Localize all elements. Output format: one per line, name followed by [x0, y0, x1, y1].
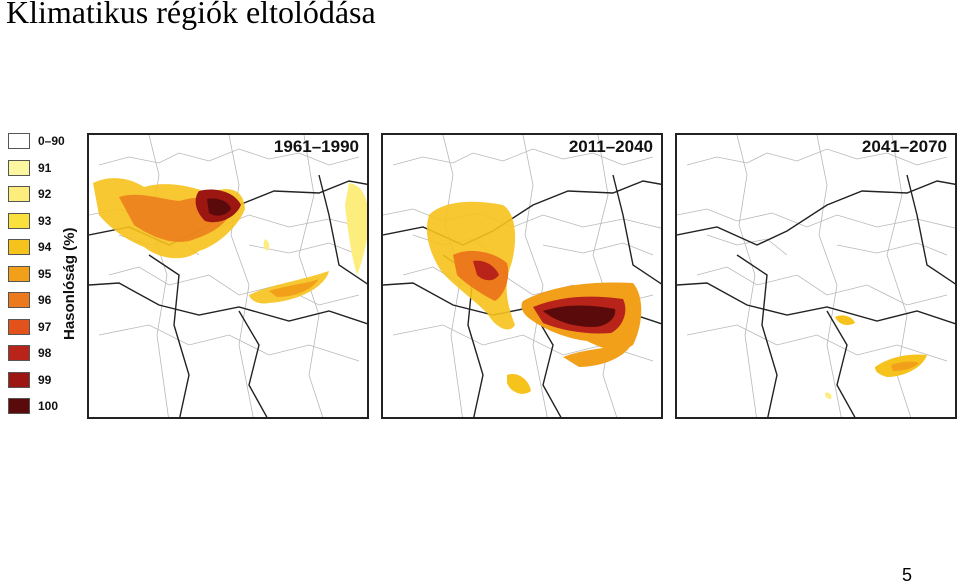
legend-swatch: [8, 265, 30, 282]
legend-swatch: [8, 292, 30, 308]
slide-title: Klimatikus régiók eltolódása: [6, 0, 376, 30]
legend-label: 96: [38, 293, 52, 307]
similarity-zones: [825, 315, 927, 399]
legend-swatch: [8, 398, 30, 414]
legend-label: 98: [38, 346, 52, 360]
legend-item: 99: [8, 371, 68, 390]
legend-label: 93: [38, 213, 52, 228]
legend-item: 96: [8, 292, 68, 310]
legend-label: 94: [38, 240, 52, 254]
map-panel-1961-1990: 1961–1990: [87, 133, 369, 419]
legend-label: 0–90: [38, 134, 65, 148]
map-2011-2040: [383, 135, 661, 417]
map-1961-1990: [89, 135, 367, 417]
legend-swatch: [8, 212, 30, 229]
period-label: 2041–2070: [861, 137, 947, 156]
legend-swatch: [8, 133, 30, 149]
legend-item: 92: [8, 186, 68, 204]
page-number: 5: [901, 565, 912, 585]
legend-axis-label: Hasonlóság (%): [61, 227, 78, 340]
legend-label: 100: [38, 399, 59, 413]
legend-swatch: [8, 239, 30, 255]
period-label: 1961–1990: [273, 137, 359, 156]
legend-label: 91: [38, 160, 52, 175]
legend-swatch: [8, 345, 30, 361]
period-label: 2011–2040: [568, 137, 653, 156]
map-panel-2011-2040: 2011–2040: [381, 133, 663, 419]
legend-label: 99: [38, 372, 52, 387]
legend-item: 95: [8, 265, 68, 284]
legend-swatch: [8, 186, 30, 202]
legend-label: 97: [38, 319, 52, 334]
similarity-zones: [93, 178, 367, 304]
map-2041-2070: [677, 135, 955, 417]
legend-label: 92: [38, 187, 52, 201]
legend-swatch: [8, 371, 30, 388]
legend-item: 0–90: [8, 133, 68, 151]
similarity-zones: [426, 201, 642, 394]
legend-swatch: [8, 318, 30, 335]
legend-item: 93: [8, 212, 68, 231]
legend-item: 91: [8, 159, 68, 178]
legend-item: 98: [8, 345, 68, 363]
similarity-legend: 0–90 91 92 93 94 95 96 97 98 99 100: [8, 133, 80, 419]
legend-item: 100: [8, 398, 68, 416]
legend-item: 97: [8, 318, 68, 337]
map-panel-2041-2070: 2041–2070: [675, 133, 957, 419]
legend-item: 94: [8, 239, 68, 257]
legend-label: 95: [38, 266, 52, 281]
legend-swatch: [8, 159, 30, 176]
